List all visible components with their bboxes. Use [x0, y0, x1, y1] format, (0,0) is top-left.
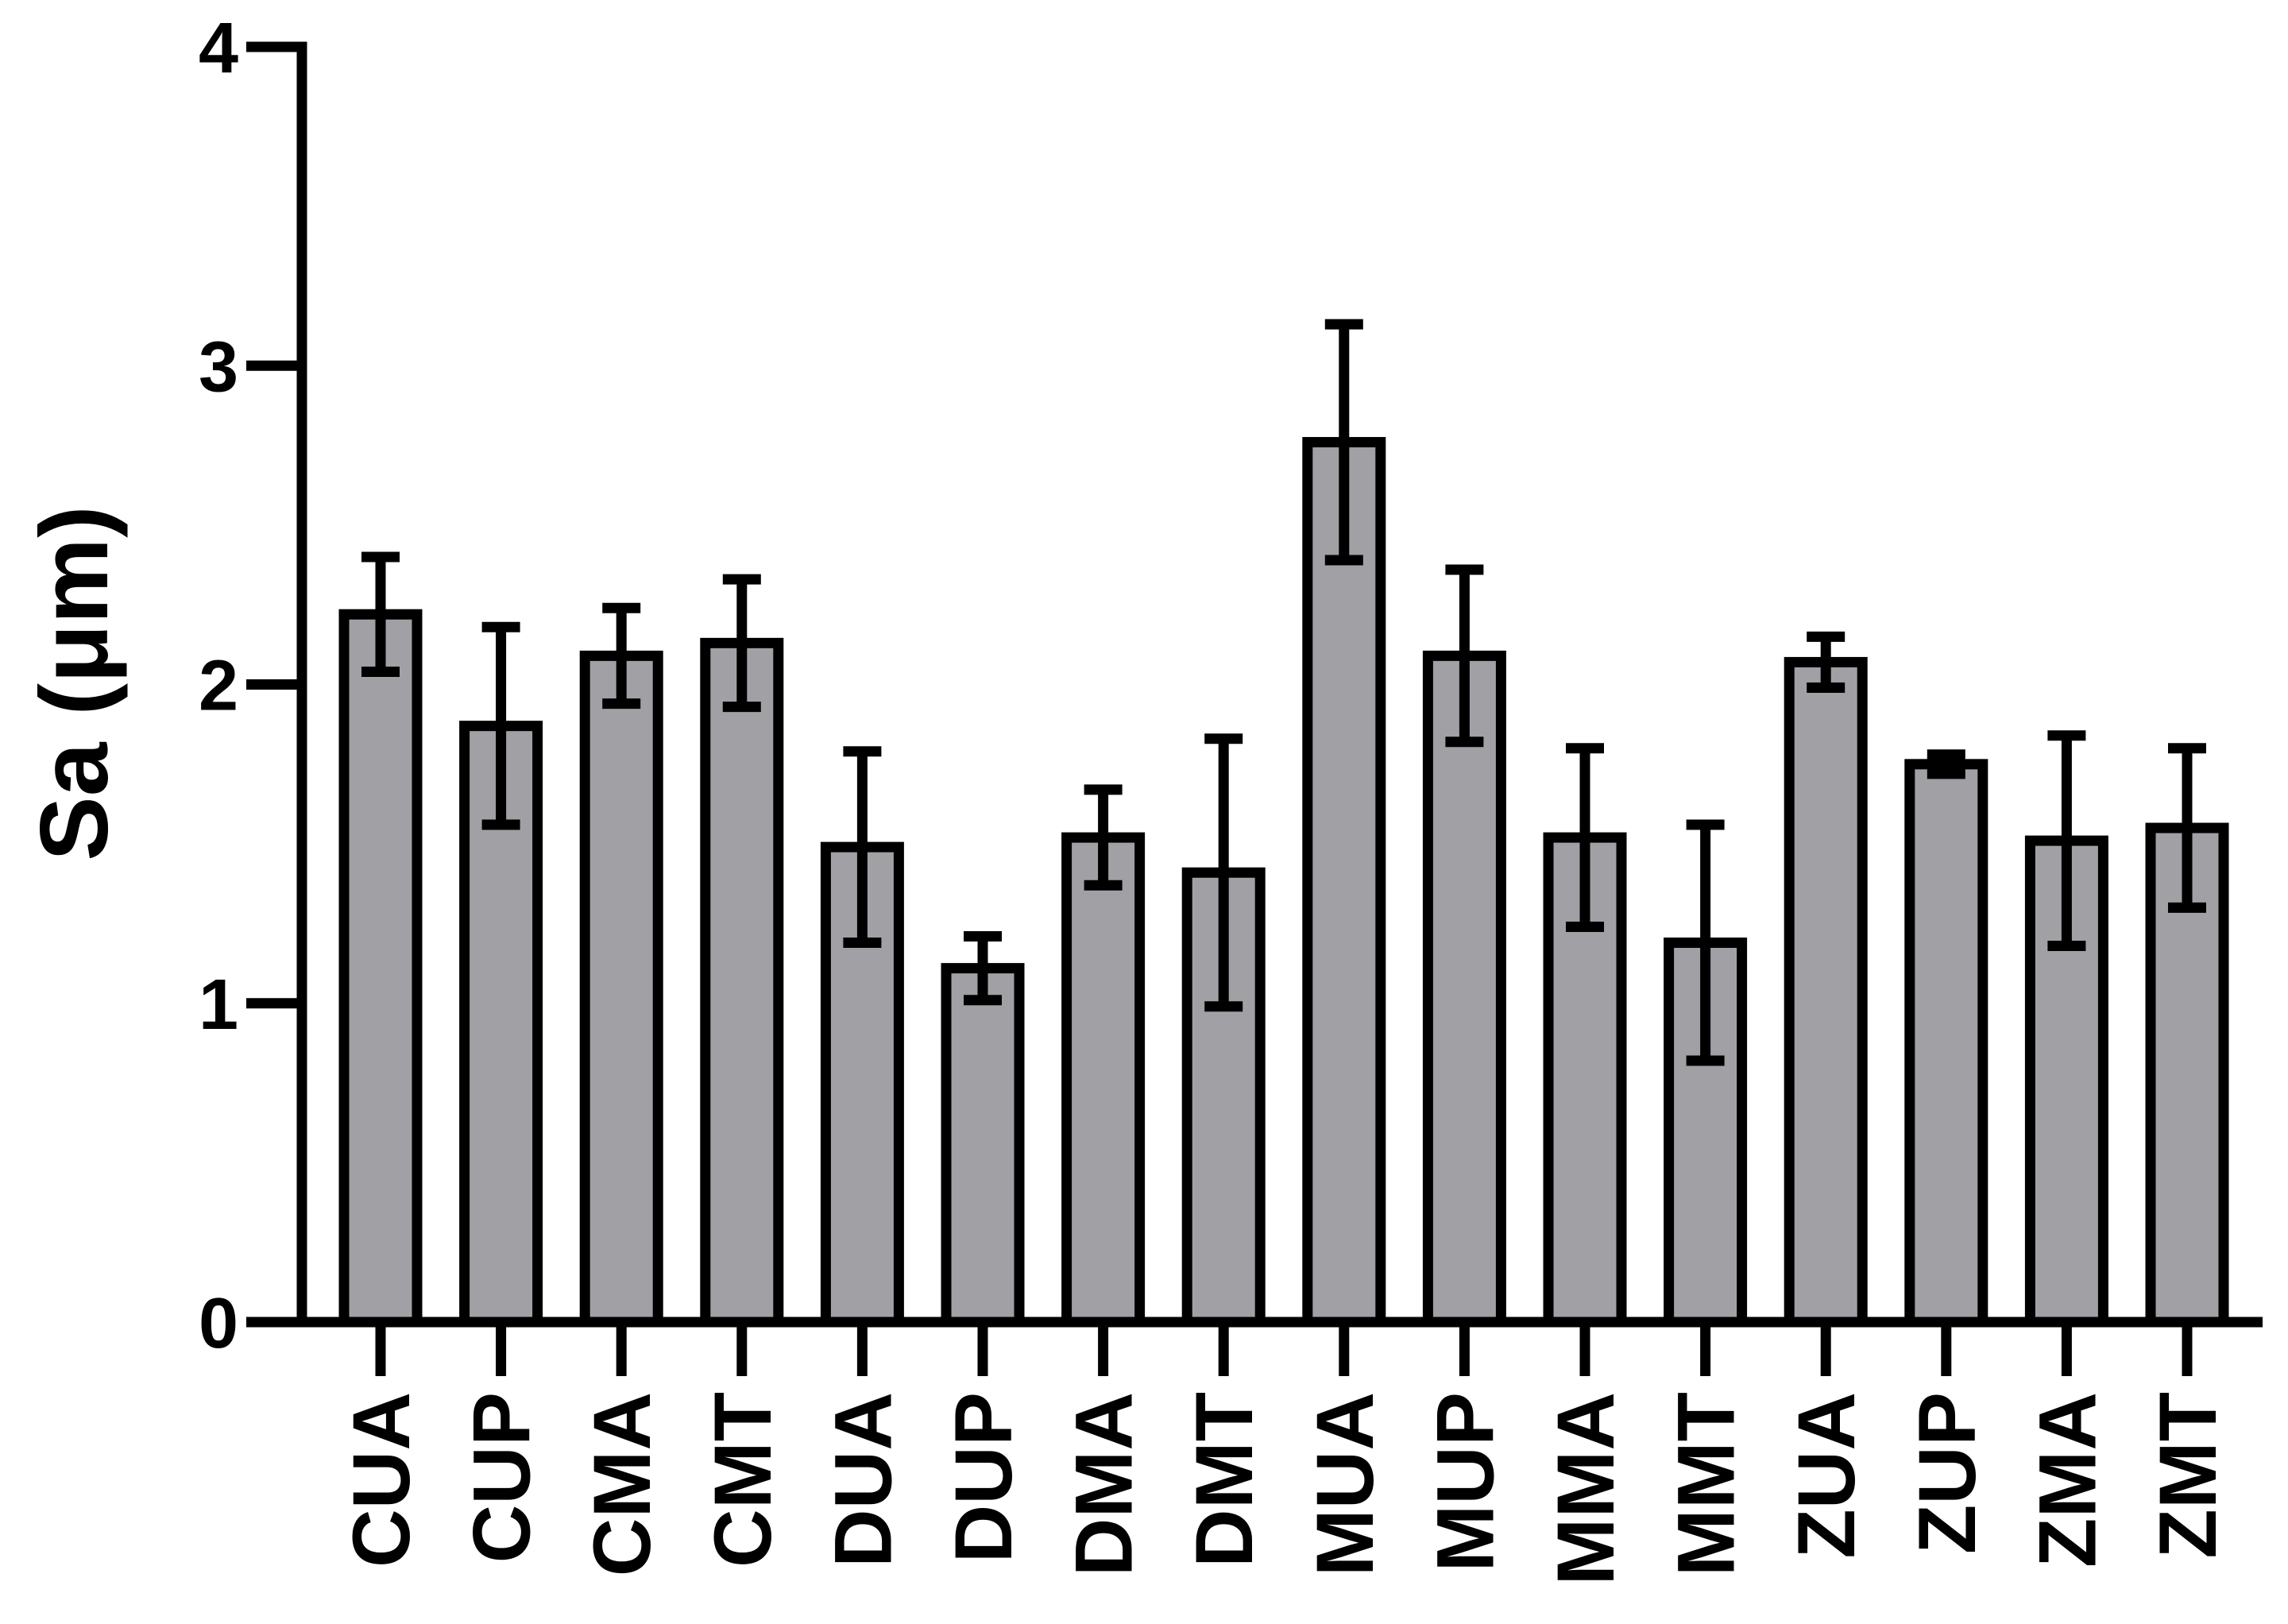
- x-tick-label: DMT: [1179, 1392, 1270, 1568]
- x-tick-label: DMA: [1059, 1392, 1150, 1576]
- x-tick-label: CUA: [336, 1392, 427, 1568]
- error-bar: [2168, 743, 2206, 913]
- bar: [1061, 832, 1146, 1328]
- error-bar: [1445, 564, 1484, 748]
- y-axis-label: Sa (μm): [20, 505, 128, 861]
- bar: [1784, 656, 1868, 1328]
- bar: [338, 609, 423, 1328]
- x-tick-label: MMT: [1661, 1392, 1752, 1576]
- x-tick-label: MMA: [1540, 1392, 1631, 1586]
- x-tick-label: MUP: [1420, 1392, 1510, 1572]
- x-tick-label: CMA: [577, 1392, 667, 1576]
- x-tick-label: CMT: [698, 1392, 788, 1568]
- error-bar: [1927, 749, 1965, 779]
- bar: [579, 650, 663, 1328]
- x-tick-label: DUP: [938, 1392, 1029, 1563]
- error-bar: [481, 621, 520, 830]
- x-tick-label: ZUP: [1902, 1392, 1992, 1554]
- error-bar: [602, 602, 641, 710]
- y-tick-label: 1: [199, 965, 238, 1045]
- error-bar: [361, 551, 400, 677]
- error-bar: [1204, 733, 1243, 1012]
- x-tick-label: CUP: [457, 1392, 547, 1563]
- y-tick-label: 0: [199, 1284, 238, 1363]
- x-tick-label: ZMA: [2022, 1392, 2112, 1568]
- x-tick-label: ZUA: [1781, 1392, 1872, 1559]
- error-bar: [2047, 730, 2086, 952]
- error-bar: [1807, 631, 1845, 694]
- error-bar: [843, 746, 882, 949]
- bar: [700, 637, 784, 1328]
- error-bar: [1084, 784, 1123, 891]
- error-bar: [1566, 743, 1604, 932]
- x-tick-label: ZMT: [2143, 1392, 2233, 1559]
- y-tick-label: 3: [199, 327, 238, 407]
- bar: [1302, 437, 1386, 1328]
- y-tick-label: 2: [199, 647, 238, 726]
- error-bar: [722, 574, 761, 713]
- bar: [1422, 650, 1506, 1328]
- y-tick-label: 4: [199, 9, 238, 88]
- bar: [941, 963, 1025, 1328]
- error-bar: [1686, 819, 1725, 1066]
- error-bar: [964, 930, 1002, 1006]
- x-tick-label: MUA: [1300, 1392, 1390, 1576]
- x-tick-label: DUA: [817, 1392, 908, 1568]
- error-bar: [1324, 319, 1363, 566]
- bar: [1904, 759, 1988, 1328]
